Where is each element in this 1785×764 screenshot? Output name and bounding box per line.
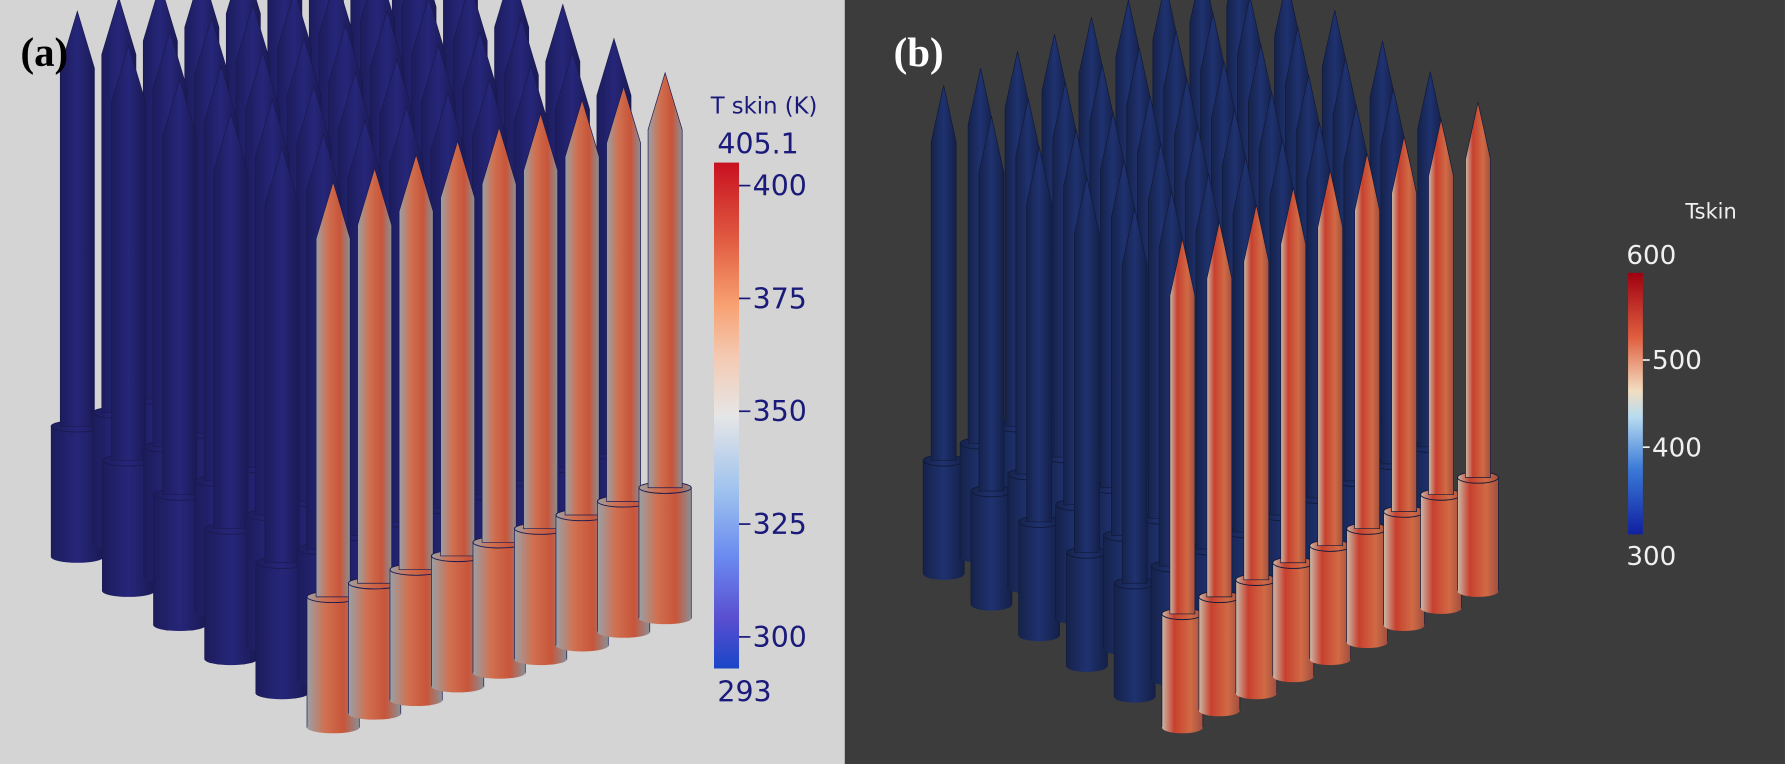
- colorbar-tick-label: 400: [1652, 433, 1702, 463]
- rod-body: [265, 148, 299, 563]
- rod-base-bottom: [205, 654, 257, 665]
- rod-base-bottom: [307, 722, 359, 733]
- rod-body: [565, 100, 599, 515]
- rod-body: [399, 155, 433, 570]
- rod-base-bottom: [431, 681, 483, 692]
- rod-base: [1421, 495, 1462, 609]
- colorbar-title: T skin (K): [710, 94, 818, 120]
- colorbar-tick-label: 300: [753, 621, 807, 654]
- rod-base: [1384, 512, 1425, 626]
- rod-base-bottom: [971, 599, 1012, 610]
- rod-base: [1114, 583, 1155, 697]
- rod-base: [971, 491, 1012, 605]
- rod-body: [1170, 239, 1195, 614]
- rod-base-bottom: [390, 695, 442, 706]
- rod-body: [214, 114, 248, 529]
- rod-base: [1162, 614, 1203, 728]
- colorbar-max: 405.1: [717, 127, 798, 160]
- rod-base-bottom: [1421, 603, 1462, 614]
- rod-body: [1244, 205, 1269, 580]
- rod-base: [923, 460, 964, 574]
- rod-base-bottom: [1310, 654, 1351, 665]
- colorbar-tick-label: 375: [753, 282, 807, 315]
- rod-base-bottom: [923, 568, 964, 579]
- rod-body: [1281, 188, 1306, 563]
- rod-body: [1355, 153, 1380, 528]
- rod-body: [1207, 222, 1232, 597]
- rod-base-bottom: [639, 613, 691, 624]
- panel-label: (a): [20, 30, 68, 75]
- colorbar-min: 300: [1626, 542, 1676, 572]
- colorbar-max: 600: [1626, 241, 1676, 271]
- rod-base-bottom: [1114, 691, 1155, 702]
- rod-base: [639, 488, 691, 619]
- colorbar-gradient: [1628, 273, 1643, 534]
- rod-body: [111, 45, 145, 460]
- rod-base: [1347, 529, 1388, 643]
- rod-body: [607, 86, 641, 501]
- colorbar-title: Tskin: [1684, 199, 1736, 223]
- rod-body: [1392, 136, 1417, 511]
- rod-base: [1019, 522, 1060, 636]
- rod-base-bottom: [102, 586, 154, 597]
- rod-base-bottom: [556, 640, 608, 651]
- colorbar-tick-label: 400: [753, 170, 807, 203]
- rod-base-bottom: [473, 667, 525, 678]
- rod-body: [482, 127, 516, 542]
- rod-body: [1429, 119, 1454, 494]
- rod-base: [1066, 553, 1107, 667]
- rod-base-bottom: [51, 551, 103, 562]
- colorbar-tick-label: 350: [753, 395, 807, 428]
- colorbar-tick-label: 500: [1652, 346, 1702, 376]
- rod-base-bottom: [1066, 661, 1107, 672]
- rod-base-bottom: [1273, 671, 1314, 682]
- rod-body: [1074, 177, 1099, 552]
- rod-base-bottom: [514, 654, 566, 665]
- rod-base-bottom: [597, 626, 649, 637]
- rod-base: [1236, 580, 1277, 694]
- panel-label: (b): [894, 30, 944, 75]
- rod-base-bottom: [1019, 630, 1060, 641]
- rod-base: [1310, 546, 1351, 660]
- rod-base-bottom: [1384, 620, 1425, 631]
- rod-base-bottom: [1236, 688, 1277, 699]
- rod-body: [316, 182, 350, 597]
- rod-base: [1199, 597, 1240, 711]
- rod-body: [1122, 208, 1147, 583]
- rod-body: [358, 168, 392, 583]
- rod-body: [979, 116, 1004, 491]
- colorbar-min: 293: [717, 675, 771, 708]
- figure: (a) (b) T skin (K) 405.1 293 300 325 350 375 40…: [0, 0, 1785, 764]
- rod-body: [1318, 171, 1343, 546]
- rod-body: [524, 114, 558, 529]
- rod-base-bottom: [1458, 586, 1499, 597]
- rod-body: [931, 85, 956, 460]
- rod-base: [1273, 563, 1314, 677]
- rod-base-bottom: [154, 620, 206, 631]
- rod-body: [648, 73, 682, 488]
- rod-body: [1027, 147, 1052, 522]
- rod-base-bottom: [256, 688, 308, 699]
- rod-base-bottom: [1347, 637, 1388, 648]
- rod-base-bottom: [1162, 722, 1203, 733]
- colorbar-gradient: [714, 163, 739, 669]
- rod-base: [1458, 478, 1499, 592]
- rod-body: [163, 80, 197, 495]
- rod-body: [441, 141, 475, 556]
- rod-body: [1466, 102, 1491, 477]
- rod-base-bottom: [1199, 705, 1240, 716]
- colorbar-tick-label: 325: [753, 508, 807, 541]
- rod-base-bottom: [348, 708, 400, 719]
